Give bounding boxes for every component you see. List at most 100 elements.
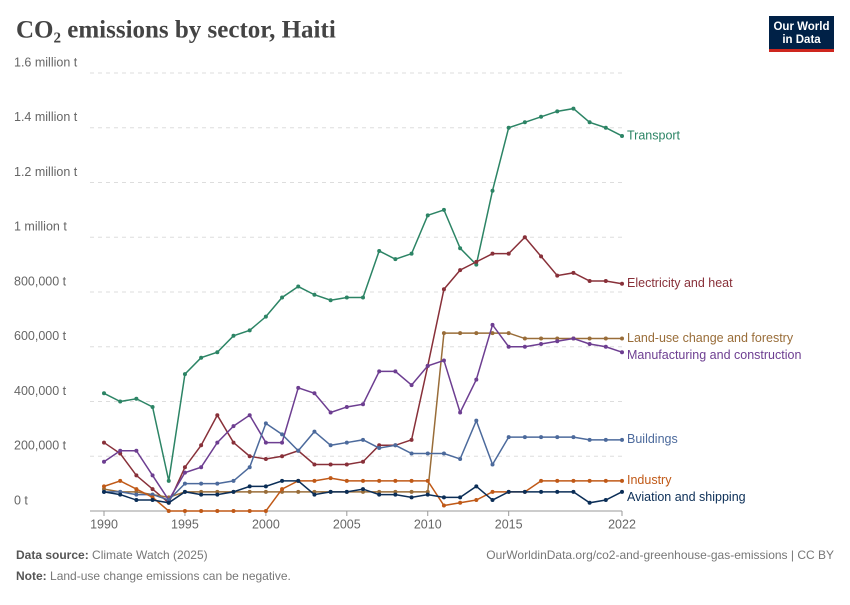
data-point <box>199 465 204 470</box>
data-point <box>555 339 560 344</box>
data-point <box>102 484 106 489</box>
data-point <box>522 489 527 494</box>
series-line <box>103 107 623 482</box>
data-point <box>199 492 204 497</box>
data-point <box>458 500 463 505</box>
data-point <box>425 489 430 494</box>
data-point <box>490 188 495 193</box>
legend-label: Aviation and shipping <box>627 490 746 504</box>
data-point <box>409 251 414 256</box>
data-point <box>490 498 495 503</box>
data-point <box>409 495 414 500</box>
data-point <box>377 478 382 483</box>
data-point <box>134 448 139 453</box>
x-tick-label: 1995 <box>171 517 199 531</box>
data-point <box>182 489 187 494</box>
data-point <box>102 487 106 492</box>
data-point <box>571 489 576 494</box>
data-point <box>118 451 123 456</box>
logo-text: Our World <box>773 21 829 33</box>
data-point <box>312 391 317 396</box>
data-point <box>328 462 333 467</box>
legend-label: Manufacturing and construction <box>627 348 801 362</box>
data-point <box>150 492 155 497</box>
data-point <box>425 363 430 368</box>
data-point <box>312 478 317 483</box>
data-point <box>134 487 139 492</box>
data-point <box>361 489 365 494</box>
data-point <box>199 443 204 448</box>
data-point <box>231 424 236 429</box>
data-point <box>182 470 187 475</box>
data-point <box>490 462 495 467</box>
data-point <box>587 437 592 442</box>
data-point <box>102 489 106 494</box>
data-point <box>361 487 365 492</box>
data-point <box>506 489 511 494</box>
data-point <box>377 369 382 374</box>
data-point <box>215 481 220 486</box>
logo: Our World in Data <box>769 16 834 52</box>
data-point <box>215 489 220 494</box>
data-point <box>393 489 398 494</box>
data-point <box>134 396 139 401</box>
chart-title: CO₂ emissions by sector, Haiti <box>16 17 336 44</box>
series <box>102 106 624 483</box>
data-point <box>522 336 527 341</box>
x-tick-label: 2000 <box>252 517 280 531</box>
data-point <box>587 478 592 483</box>
data-point <box>377 446 382 451</box>
legend-label: Electricity and heat <box>627 276 733 290</box>
data-point <box>118 489 123 494</box>
data-point <box>231 509 236 513</box>
data-point <box>134 498 139 503</box>
data-point <box>247 509 252 513</box>
data-point <box>199 489 204 494</box>
data-point <box>296 385 301 390</box>
logo-bar <box>769 49 834 52</box>
data-point <box>280 454 285 459</box>
data-point <box>118 399 123 404</box>
data-point <box>474 377 479 382</box>
data-point <box>263 314 268 319</box>
data-point <box>182 465 187 470</box>
x-tick-label: 2015 <box>495 517 523 531</box>
y-tick-label: 1.4 million t <box>14 110 78 124</box>
data-point <box>247 489 252 494</box>
data-point <box>506 251 511 256</box>
data-point <box>280 295 285 300</box>
data-point <box>215 350 220 355</box>
logo-box <box>769 16 834 52</box>
data-point <box>150 498 155 503</box>
data-point <box>377 248 382 253</box>
data-point <box>474 262 479 267</box>
data-point <box>231 478 236 483</box>
data-point <box>361 402 365 407</box>
data-point <box>150 404 155 409</box>
data-point <box>134 492 139 497</box>
data-point <box>603 125 608 130</box>
note: Note: Land-use change emissions can be n… <box>16 569 291 583</box>
data-point <box>312 292 317 297</box>
data-point <box>555 489 560 494</box>
data-point <box>231 489 236 494</box>
data-point <box>393 257 398 262</box>
x-tick-label: 2010 <box>414 517 442 531</box>
data-point <box>620 336 624 341</box>
data-point <box>458 268 463 273</box>
data-point <box>377 443 382 448</box>
data-point <box>150 473 155 478</box>
data-point <box>182 509 187 513</box>
source: Data source: Climate Watch (2025) <box>16 548 208 562</box>
data-point <box>118 492 123 497</box>
data-point <box>555 336 560 341</box>
data-point <box>215 413 220 418</box>
data-point <box>620 133 624 138</box>
data-point <box>490 251 495 256</box>
data-point <box>296 478 301 483</box>
data-point <box>539 342 544 347</box>
data-point <box>539 478 544 483</box>
data-point <box>555 109 560 114</box>
data-point <box>280 487 285 492</box>
